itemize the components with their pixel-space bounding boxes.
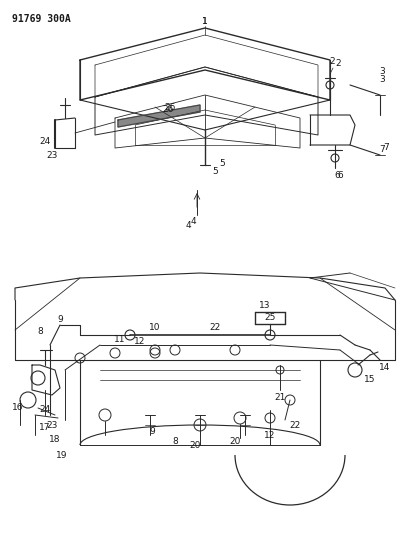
Text: 10: 10	[149, 324, 161, 333]
Text: 19: 19	[56, 450, 68, 459]
Text: 24: 24	[39, 138, 51, 147]
Text: 12: 12	[264, 431, 276, 440]
Text: 3: 3	[379, 68, 385, 77]
Text: 5: 5	[212, 167, 218, 176]
Text: 11: 11	[114, 335, 126, 344]
Text: 25: 25	[264, 313, 276, 322]
Text: 9: 9	[149, 427, 155, 437]
Polygon shape	[118, 105, 200, 127]
Text: 2: 2	[329, 58, 335, 67]
Text: 15: 15	[364, 376, 376, 384]
Text: 26: 26	[162, 106, 174, 115]
Text: 16: 16	[12, 403, 24, 413]
Text: 18: 18	[49, 435, 61, 445]
Text: 1: 1	[202, 18, 208, 27]
Text: 13: 13	[259, 301, 271, 310]
Text: 22: 22	[209, 324, 220, 333]
Text: 17: 17	[39, 424, 51, 432]
Text: 12: 12	[134, 337, 146, 346]
Text: 6: 6	[334, 171, 340, 180]
Text: 23: 23	[46, 150, 58, 159]
Text: 21: 21	[274, 393, 286, 402]
Text: 91769 300A: 91769 300A	[12, 14, 71, 24]
Text: 5: 5	[219, 158, 225, 167]
Text: 3: 3	[379, 76, 385, 85]
Text: 20: 20	[229, 438, 240, 447]
Text: 24: 24	[39, 406, 51, 415]
Text: 26: 26	[164, 103, 176, 112]
Text: 4: 4	[185, 221, 191, 230]
Text: 1: 1	[202, 18, 208, 27]
Text: 23: 23	[46, 421, 58, 430]
Text: 4: 4	[190, 217, 196, 227]
Text: 2: 2	[335, 60, 341, 69]
Text: 22: 22	[290, 421, 301, 430]
Text: 8: 8	[172, 438, 178, 447]
Text: 6: 6	[337, 171, 343, 180]
Text: 8: 8	[37, 327, 43, 336]
Text: 20: 20	[189, 440, 201, 449]
Text: 14: 14	[379, 364, 391, 373]
Text: 7: 7	[379, 146, 385, 155]
Text: 9: 9	[57, 316, 63, 325]
Text: 7: 7	[383, 142, 389, 151]
